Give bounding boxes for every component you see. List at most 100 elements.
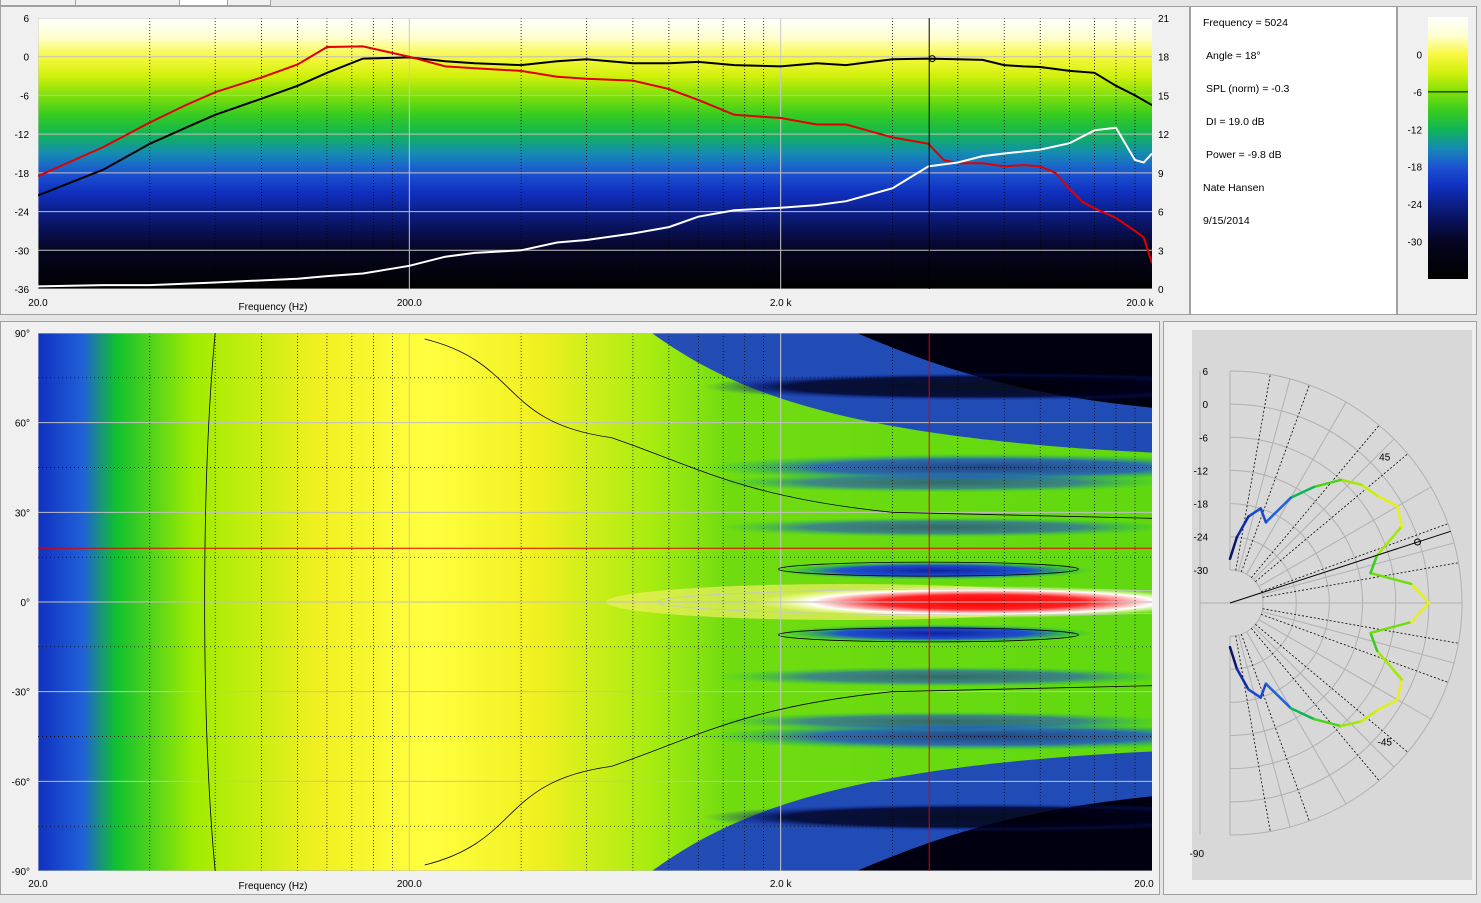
polar-spoke [1246, 631, 1347, 805]
polar-curve-segment [1259, 507, 1268, 524]
polar-dash-spoke [1235, 374, 1271, 571]
polar-spoke [1261, 542, 1455, 595]
polar-chart[interactable]: 6 0 -6 -12 -18 -24 -30 45 -45 -90 [1164, 322, 1476, 894]
white-response-line [38, 126, 1152, 288]
polar-spoke [1253, 626, 1395, 768]
tab-4[interactable] [227, 0, 271, 6]
contour-line [778, 627, 1079, 643]
contour-line [424, 685, 1152, 866]
polar-curve-segment [1410, 601, 1431, 624]
polar-spoke [1253, 438, 1395, 580]
map-x-tick-label: 20.0 [1134, 879, 1154, 890]
y2-tick-label: 12 [1158, 130, 1170, 141]
y-tick-label: -12 [15, 130, 30, 141]
y-tick-label: -36 [15, 285, 30, 296]
polar-spoke [1258, 619, 1432, 720]
polar-angle-label: 45 [1379, 452, 1391, 463]
polar-curve-segment [1410, 582, 1431, 605]
polar-dash-spoke [1250, 425, 1380, 578]
polar-curve-segment [1235, 515, 1250, 539]
polar-dash-spoke [1240, 384, 1310, 572]
polar-curve-segment [1396, 678, 1403, 701]
polar-angle-label: -90 [1190, 849, 1205, 860]
polar-curve-segment [1313, 717, 1343, 728]
red-response-line [38, 45, 1152, 264]
y-tick-label: -18 [15, 169, 30, 180]
polar-curve-segment [1376, 698, 1399, 712]
polar-curve-segment [1369, 620, 1413, 635]
polar-curve-segment [1369, 631, 1379, 653]
y2-tick-label: 9 [1158, 169, 1164, 180]
directivity-map[interactable]: 90° 60° 30° 0° -30° -60° -90° 20.0 200.0 2.0 k 20… [1, 322, 1159, 894]
y2-tick-label: 18 [1158, 53, 1170, 64]
heatmap-area [38, 333, 1152, 871]
scale-tick-label: -6 [1413, 88, 1422, 99]
polar-curve-segment [1264, 496, 1293, 524]
x-tick-label: 20.0 k [1126, 298, 1154, 309]
contour-line [424, 338, 1152, 519]
map-y-tick-label: 60° [15, 419, 30, 430]
y2-tick-label: 21 [1158, 14, 1170, 25]
map-y-tick-label: -30° [12, 688, 30, 699]
polar-curve-segment [1289, 706, 1316, 721]
polar-dash-spoke [1262, 608, 1459, 644]
polar-dash-spoke [1261, 523, 1449, 593]
polar-panel: 6 0 -6 -12 -18 -24 -30 45 -45 -90 [1163, 321, 1477, 895]
y-tick-label: 6 [23, 14, 29, 25]
polar-curve-segment [1228, 535, 1239, 561]
map-y-tick-label: -60° [12, 777, 30, 788]
polar-dash-spoke [1235, 635, 1271, 832]
polar-r-label: -24 [1194, 533, 1209, 544]
polar-curve-segment [1360, 483, 1379, 498]
date-label: 9/15/2014 [1203, 215, 1250, 227]
color-scale-panel: 0 -6 -12 -18 -24 -30 [1397, 6, 1477, 315]
map-y-tick-label: -90° [12, 867, 30, 878]
polar-r-label: -30 [1194, 566, 1209, 577]
polar-spoke [1261, 611, 1455, 664]
spl-readout: SPL (norm) = -0.3 [1206, 83, 1290, 95]
polar-spoke [1246, 401, 1347, 575]
polar-angle-label: -45 [1377, 738, 1392, 749]
polar-r-label: -12 [1194, 466, 1209, 477]
x-tick-label: 2.0 k [770, 298, 793, 309]
polar-curve-segment [1339, 478, 1363, 486]
x-axis-label: Frequency (Hz) [239, 302, 308, 313]
polar-curve-segment [1264, 682, 1293, 710]
polar-curve-segment [1375, 649, 1403, 681]
color-scale-bar [1428, 17, 1468, 279]
y-tick-label: -24 [15, 208, 30, 219]
y2-tick-label: 0 [1158, 285, 1164, 296]
scale-tick-label: -24 [1408, 200, 1423, 211]
polar-curve-segment [1247, 688, 1262, 699]
angle-readout: Angle = 18° [1206, 50, 1261, 62]
contour-line [204, 333, 216, 871]
polar-curve-segment [1247, 507, 1262, 518]
polar-r-label: -18 [1194, 500, 1209, 511]
polar-curve-segment [1360, 708, 1379, 723]
info-panel: Frequency = 5024 Angle = 18° SPL (norm) … [1190, 6, 1397, 315]
map-y-tick-label: 0° [20, 598, 30, 609]
polar-dash-spoke [1240, 634, 1310, 822]
y2-tick-label: 15 [1158, 91, 1170, 102]
frequency-response-panel: 6 0 -6 -12 -18 -24 -30 -36 21 18 15 12 9 6 3 0 20.0 200… [0, 6, 1190, 315]
polar-curve-segment [1228, 645, 1239, 671]
map-x-tick-label: 2.0 k [770, 879, 793, 890]
black-response-line [38, 56, 1152, 197]
scale-tick-label: 0 [1416, 50, 1422, 61]
polar-curve-segment [1369, 553, 1379, 575]
map-y-tick-label: 90° [15, 329, 30, 340]
polar-dash-spoke [1261, 613, 1449, 683]
frequency-response-chart[interactable]: 6 0 -6 -12 -18 -24 -30 -36 21 18 15 12 9 6 3 0 20.0 200… [1, 7, 1189, 314]
scale-tick-label: -12 [1408, 125, 1423, 136]
polar-cursor-marker [1414, 538, 1422, 546]
polar-angle-cursor[interactable] [1229, 530, 1451, 604]
polar-dash-spoke [1250, 628, 1380, 781]
plot-area [38, 18, 1152, 289]
scale-tick-label: -18 [1408, 163, 1423, 174]
y2-tick-label: 3 [1158, 246, 1164, 257]
contour-line [778, 561, 1079, 577]
polar-curve-segment [1376, 494, 1399, 508]
contour-line [656, 588, 1152, 616]
polar-spoke [1238, 634, 1291, 828]
cursor-marker [928, 55, 936, 63]
